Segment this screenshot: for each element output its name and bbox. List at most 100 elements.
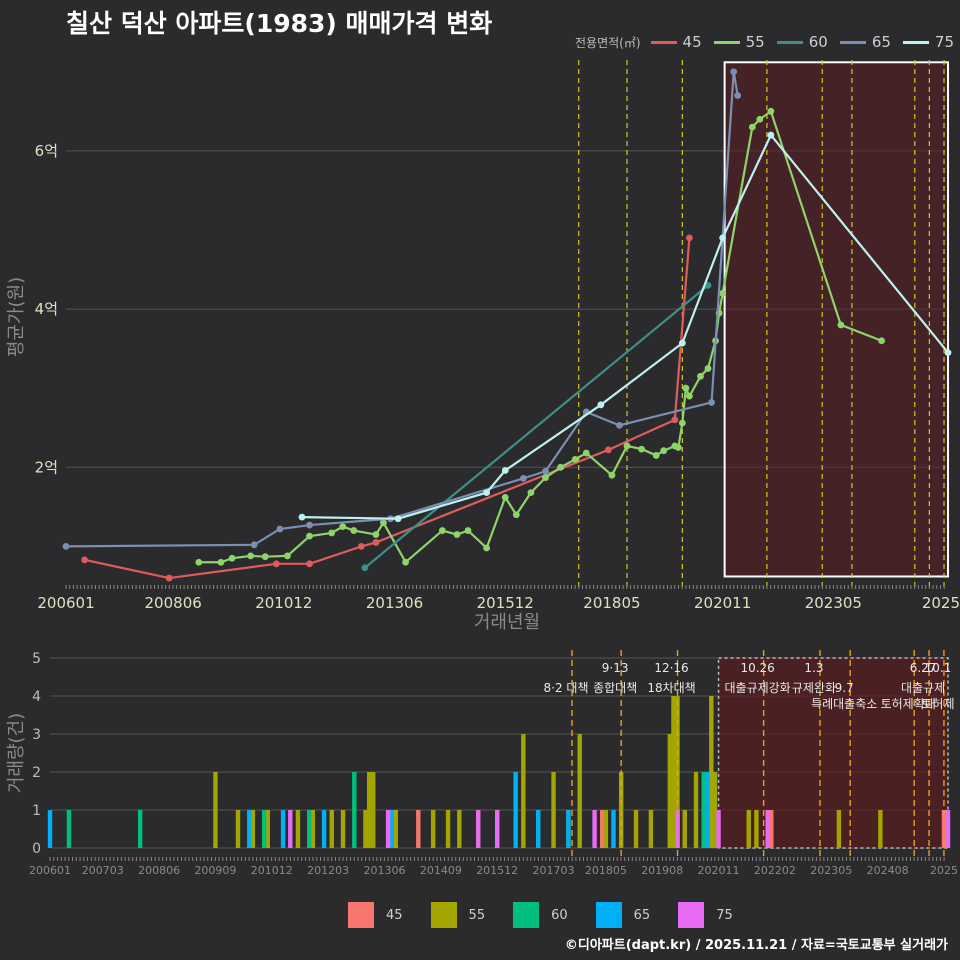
data-point-55 (283, 552, 291, 560)
bar-x-tick-label: 202011 (698, 864, 740, 877)
bar-55 (682, 810, 687, 848)
bar-60 (701, 772, 706, 848)
bar-75 (592, 810, 597, 848)
data-point-75 (501, 467, 509, 474)
data-point-55 (438, 527, 446, 534)
legend-label-65: 65 (871, 33, 891, 51)
policy-annotation: 종합대책 (593, 680, 637, 695)
bar-legend-swatch-60 (513, 902, 540, 928)
data-point-55 (638, 445, 646, 453)
bar-55 (235, 810, 241, 848)
line-legend: 전용면적(㎡) 45 55 60 65 75 (575, 33, 960, 51)
data-point-55 (682, 384, 690, 392)
data-point-55 (483, 544, 491, 552)
bar-x-tick-label: 200806 (138, 864, 180, 877)
footer-credit: ©디아파트(dapt.kr) / 2025.11.21 / 자료=국토교통부 실… (564, 938, 948, 953)
bar-x-tick-label: 202408 (867, 864, 909, 877)
bar-55 (213, 772, 218, 848)
policy-annotation: 10.1 (925, 661, 952, 675)
bar-65 (321, 810, 327, 848)
bar-75 (288, 810, 293, 848)
y-tick-label: 4억 (35, 300, 58, 318)
bar-legend-label-60: 60 (551, 907, 568, 923)
bar-65 (566, 810, 571, 848)
bar-65 (513, 772, 518, 848)
legend-line-65 (839, 40, 866, 44)
policy-annotation: 1.3 (804, 661, 823, 675)
data-point-55 (837, 321, 845, 329)
data-point-55 (719, 289, 727, 297)
data-point-55 (674, 444, 682, 451)
data-point-55 (557, 463, 564, 471)
data-point-45 (686, 234, 693, 242)
data-point-55 (527, 489, 535, 497)
bar-legend-item-75: 75 (678, 902, 733, 928)
policy-annotation: 9.7 (835, 681, 854, 695)
data-point-55 (380, 519, 387, 527)
bar-55 (363, 810, 368, 848)
data-point-65 (730, 68, 738, 76)
bar-55 (310, 810, 316, 848)
bar-x-tick-label: 201409 (420, 864, 462, 877)
data-point-55 (453, 531, 461, 538)
bar-45 (600, 810, 605, 848)
x-tick-label: 201306 (366, 594, 423, 612)
bar-55 (667, 734, 673, 848)
data-point-55 (767, 107, 775, 115)
bar-60 (137, 810, 143, 848)
data-point-55 (660, 447, 668, 455)
bar-x-tick-label: 201012 (251, 864, 293, 877)
bar-y-tick-label: 5 (32, 651, 41, 667)
data-point-75 (483, 489, 491, 497)
bar-x-tick-label: 200703 (82, 864, 124, 877)
data-point-75 (394, 515, 402, 523)
bar-y-axis-label: 거래량(건) (6, 713, 27, 793)
legend-item-55: 55 (713, 33, 765, 51)
bar-x-tick-label: 201908 (641, 864, 683, 877)
bar-55 (265, 810, 270, 848)
data-point-55 (247, 552, 255, 560)
data-point-45 (81, 556, 88, 564)
bar-55 (430, 810, 436, 848)
legend-title: 전용면적(㎡) (575, 35, 641, 50)
bar-65 (705, 772, 710, 848)
data-point-55 (678, 419, 686, 427)
data-point-65 (62, 543, 70, 550)
data-point-60 (704, 281, 712, 289)
data-point-55 (686, 392, 693, 400)
x-tick-label: 202011 (694, 594, 751, 612)
bar-55 (250, 810, 256, 848)
data-point-55 (372, 531, 380, 538)
data-point-55 (339, 523, 347, 531)
bar-45 (941, 810, 947, 848)
data-point-65 (306, 521, 313, 529)
bar-y-tick-label: 3 (32, 727, 41, 743)
bar-65 (611, 810, 616, 848)
policy-annotation: 토허제확대 (881, 697, 936, 711)
bar-45 (769, 810, 774, 848)
bar-y-tick-label: 2 (32, 765, 41, 781)
legend-line-75 (902, 40, 929, 44)
data-point-55 (328, 529, 336, 537)
bar-y-tick-label: 0 (32, 841, 41, 857)
x-tick-label: 201012 (255, 594, 312, 612)
data-point-75 (944, 349, 952, 356)
bar-legend-item-60: 60 (513, 902, 568, 928)
legend-label-75: 75 (934, 33, 954, 51)
legend-label-60: 60 (808, 33, 828, 51)
data-point-45 (165, 574, 173, 582)
data-point-55 (704, 365, 712, 372)
bar-55 (633, 810, 639, 848)
x-tick-label: 201805 (583, 594, 640, 612)
policy-annotation: 토허제 (921, 697, 954, 711)
data-point-45 (357, 543, 365, 550)
bar-legend-item-65: 65 (595, 902, 650, 928)
series-line-65 (65, 71, 739, 548)
legend-line-45 (650, 40, 677, 44)
bar-75 (476, 810, 481, 848)
legend-label-55: 55 (745, 33, 765, 51)
data-point-55 (261, 553, 269, 561)
bar-x-tick-label: 202202 (754, 864, 796, 877)
